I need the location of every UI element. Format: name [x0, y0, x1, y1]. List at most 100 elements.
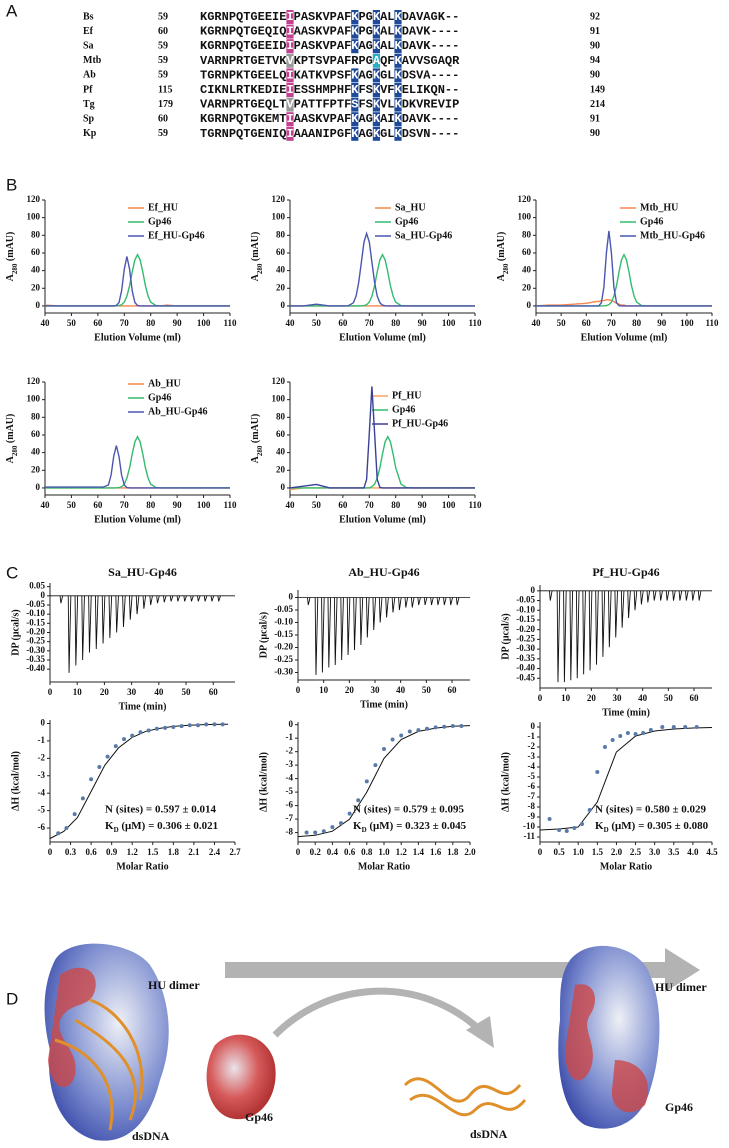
x-tick-label: 60 — [448, 685, 458, 695]
x-tick-label: 20 — [587, 693, 597, 703]
fit-annotation: KD (μM) = 0.323 ± 0.045 — [353, 820, 467, 834]
x-tick-label: 0 — [48, 847, 53, 857]
x-tick-label: 70 — [365, 318, 375, 328]
y-tick-label: 40 — [31, 447, 41, 457]
injection-peak — [156, 595, 160, 604]
series-line — [290, 253, 475, 307]
injection-peak — [314, 597, 319, 676]
start-position: 179 — [158, 99, 173, 110]
start-position: 60 — [158, 26, 168, 37]
y-tick-label: -0.15 — [26, 617, 45, 627]
chart-title: Ab_HU-Gp46 — [348, 565, 419, 579]
x-tick-label: 0.3 — [65, 847, 77, 857]
panel-label: D — [6, 989, 18, 1008]
y-tick-label: -2 — [38, 752, 46, 762]
highlight — [351, 10, 359, 24]
legend-label: Gp46 — [392, 404, 415, 415]
series-line — [536, 253, 712, 307]
y-tick-label: 80 — [276, 229, 286, 239]
y-tick-label: 40 — [276, 447, 286, 457]
injection-peak — [210, 595, 215, 602]
x-tick-label: 0 — [538, 693, 543, 703]
x-tick-label: 100 — [442, 318, 456, 328]
injection-peak — [563, 590, 567, 683]
start-position: 60 — [158, 113, 168, 124]
x-tick-label: 3.0 — [649, 847, 661, 857]
data-point — [633, 732, 638, 736]
label-part: 280 — [256, 445, 264, 456]
series-line — [535, 299, 712, 307]
species: Bs — [83, 11, 94, 22]
label: dsDNA — [132, 1129, 170, 1143]
data-point — [459, 724, 464, 729]
label-part: 280 — [11, 445, 19, 456]
injection-peak — [588, 590, 593, 671]
species: Tg — [83, 99, 95, 110]
x-tick-label: 80 — [632, 318, 642, 328]
y-tick-label: 0 — [531, 721, 536, 731]
x-tick-label: 50 — [664, 693, 674, 703]
y-tick-label: -0.30 — [516, 643, 535, 653]
fit-annotation: N (sites) = 0.597 ± 0.014 — [105, 804, 216, 816]
y-tick-label: -0.10 — [26, 608, 45, 618]
x-tick-label: 1.2 — [127, 847, 139, 857]
label-part: K — [105, 820, 114, 832]
highlight — [394, 53, 402, 68]
data-point — [580, 822, 585, 826]
x-tick-label: 80 — [146, 318, 156, 328]
y-tick-label: -0.20 — [26, 627, 45, 637]
label-part: D — [362, 826, 367, 834]
y-axis-label: A280 (mAU) — [250, 414, 263, 464]
data-point — [72, 812, 77, 817]
y-tick-label: 20 — [276, 282, 286, 292]
x-tick-label: 100 — [197, 500, 211, 510]
y-tick-label: 120 — [518, 194, 532, 204]
series-line — [289, 386, 475, 489]
y-tick-label: 100 — [27, 212, 41, 222]
legend-label: Pf_HU — [392, 390, 421, 401]
x-tick-label: 3.5 — [668, 847, 680, 857]
series-line — [290, 231, 475, 307]
injection-peak — [575, 590, 580, 679]
y-tick-label: -0.35 — [516, 653, 535, 663]
end-position: 90 — [590, 70, 600, 81]
x-tick-label: 40 — [286, 500, 296, 510]
highlight — [394, 83, 402, 97]
highlight — [351, 24, 359, 39]
x-tick-label: 2.5 — [630, 847, 642, 857]
y-axis-label: DP (μcal/s) — [258, 612, 269, 659]
injection-peak — [672, 590, 676, 601]
injection-peak — [582, 590, 586, 675]
injection-peak — [423, 597, 428, 606]
x-tick-label: 2.1 — [188, 847, 200, 857]
y-tick-label: -0.05 — [516, 595, 535, 605]
label-part: (mAU) — [250, 414, 261, 446]
y-tick-label: -2 — [528, 741, 536, 751]
data-point — [330, 825, 335, 830]
injection-peak — [81, 595, 85, 661]
data-point — [105, 754, 110, 759]
x-tick-label: 40 — [396, 685, 406, 695]
highlight — [372, 126, 380, 141]
injection-peak — [142, 595, 147, 609]
data-point — [547, 817, 552, 821]
x-tick-label: 2.0 — [611, 847, 623, 857]
label-part: (mAU) — [5, 414, 16, 446]
injection-peak — [430, 597, 434, 606]
injection-peak — [378, 597, 383, 623]
highlight — [394, 39, 402, 54]
injection-peak — [307, 597, 311, 606]
y-tick-label: 60 — [522, 247, 532, 257]
injection-peak — [321, 597, 325, 673]
series-line — [45, 445, 230, 489]
y-tick-label: -0.40 — [26, 663, 45, 673]
data-point — [196, 723, 200, 728]
y-tick-label: 60 — [276, 247, 286, 257]
hu-surface-patch — [48, 967, 96, 1087]
x-tick-label: 30 — [613, 693, 623, 703]
x-axis-label: Time (min) — [119, 701, 167, 712]
chart-title: Sa_HU-Gp46 — [108, 565, 177, 579]
legend-label: Sa_HU — [395, 202, 426, 213]
x-tick-label: 0.9 — [106, 847, 118, 857]
end-position: 90 — [590, 40, 600, 51]
